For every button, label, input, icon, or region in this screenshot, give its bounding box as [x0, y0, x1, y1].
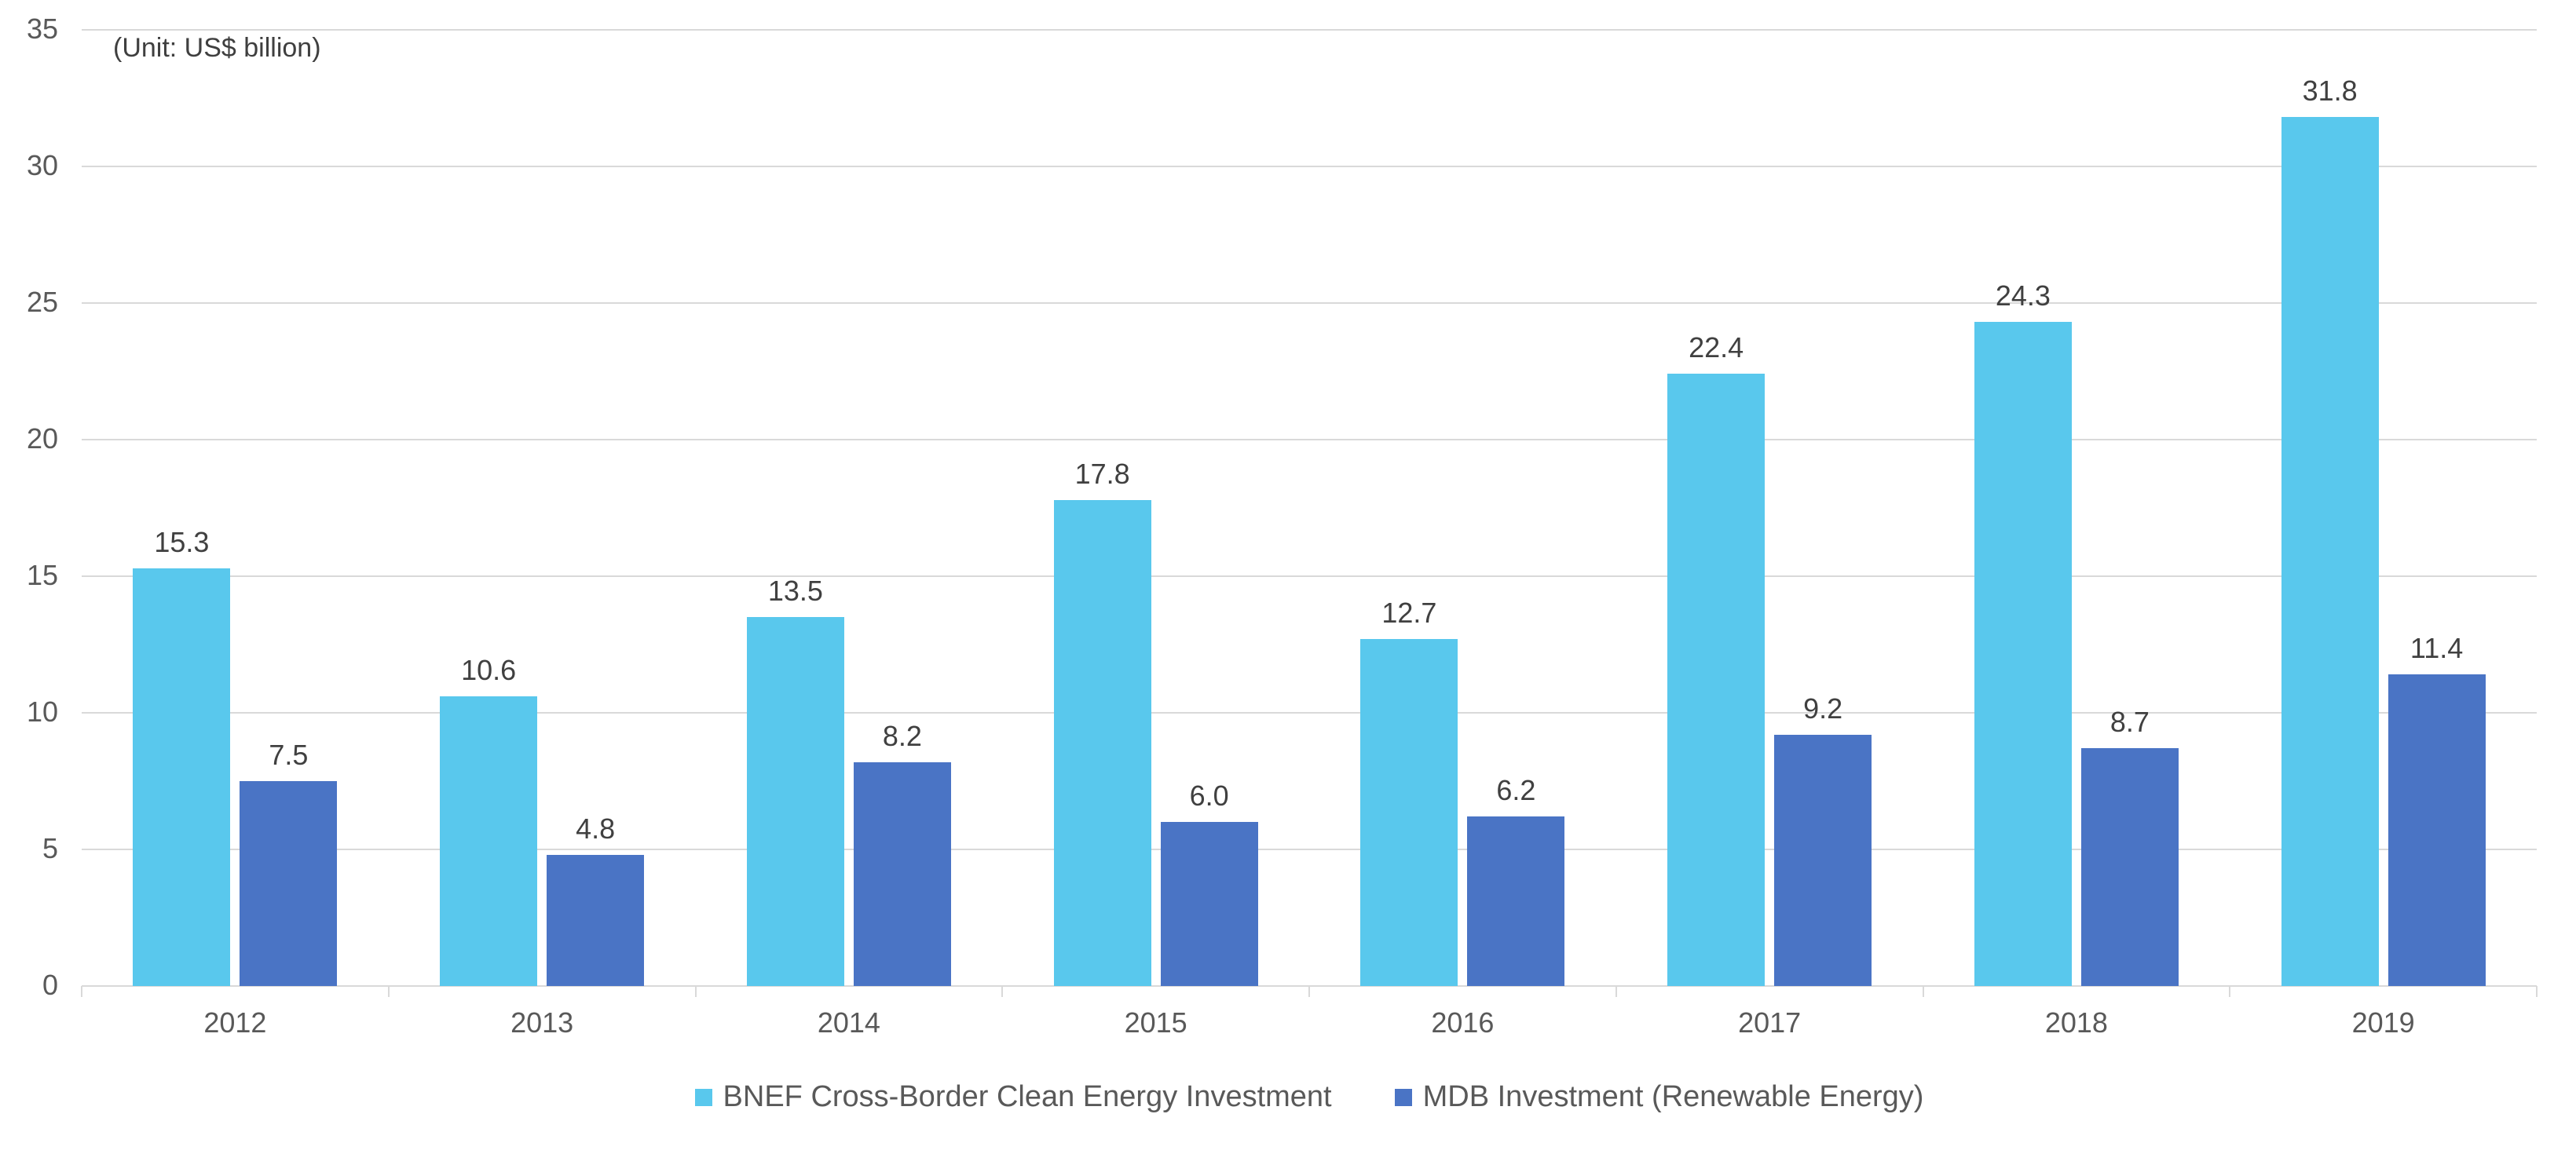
bar-group: 31.8 11.4 — [2230, 30, 2537, 986]
x-tick-mark — [1615, 986, 1617, 997]
y-axis-tick-label: 20 — [0, 422, 58, 455]
bar-series-0 — [1360, 639, 1458, 986]
x-tick-mark — [695, 986, 697, 997]
bar-value-label: 24.3 — [1974, 279, 2072, 312]
x-axis-category-label: 2019 — [2230, 1006, 2537, 1039]
x-axis-category-label: 2016 — [1309, 1006, 1616, 1039]
bar-value-label: 8.7 — [2081, 706, 2179, 739]
bar-series-0 — [1974, 322, 2072, 986]
bar-value-label: 7.5 — [240, 739, 337, 772]
bar-value-label: 4.8 — [547, 813, 644, 845]
bar-series-1 — [1467, 816, 1564, 986]
legend-item: MDB Investment (Renewable Energy) — [1395, 1080, 1924, 1114]
x-axis-category-label: 2018 — [1923, 1006, 2230, 1039]
y-axis-tick-label: 0 — [0, 969, 58, 1002]
legend-label: BNEF Cross-Border Clean Energy Investmen… — [723, 1080, 1332, 1114]
unit-label: (Unit: US$ billion) — [113, 33, 321, 64]
bar-group: 10.6 4.8 — [389, 30, 696, 986]
y-axis-tick-label: 30 — [0, 149, 58, 182]
bar-series-0 — [1667, 374, 1765, 986]
bar-series-1 — [2388, 674, 2486, 986]
bar-series-0 — [440, 696, 537, 986]
y-axis-tick-label: 5 — [0, 832, 58, 865]
bar-series-1 — [2081, 748, 2179, 986]
x-axis-category-label: 2014 — [696, 1006, 1003, 1039]
bar-group: 12.7 6.2 — [1309, 30, 1616, 986]
x-tick-mark — [2536, 986, 2538, 997]
bar-group: 24.3 8.7 — [1923, 30, 2230, 986]
x-tick-mark — [81, 986, 82, 997]
bar-group: 17.8 6.0 — [1002, 30, 1309, 986]
bar-series-1 — [240, 781, 337, 986]
bar-value-label: 6.0 — [1161, 780, 1258, 813]
legend-swatch — [1395, 1089, 1412, 1106]
x-axis-category-label: 2012 — [82, 1006, 389, 1039]
bar-value-label: 31.8 — [2281, 75, 2379, 108]
bar-value-label: 12.7 — [1360, 597, 1458, 630]
bar-series-1 — [547, 855, 644, 986]
bar-value-label: 15.3 — [133, 526, 230, 559]
bar-series-0 — [133, 568, 230, 986]
bar-value-label: 10.6 — [440, 654, 537, 687]
bar-series-0 — [747, 617, 844, 986]
bar-group: 15.3 7.5 — [82, 30, 389, 986]
x-tick-mark — [2229, 986, 2230, 997]
x-tick-mark — [1001, 986, 1003, 997]
bar-series-1 — [1161, 822, 1258, 986]
legend-item: BNEF Cross-Border Clean Energy Investmen… — [695, 1080, 1332, 1114]
x-tick-mark — [1308, 986, 1310, 997]
bar-value-label: 9.2 — [1774, 692, 1872, 725]
bar-series-0 — [2281, 117, 2379, 986]
bar-value-label: 11.4 — [2388, 632, 2486, 665]
y-axis-tick-label: 10 — [0, 696, 58, 729]
bar-group: 22.4 9.2 — [1616, 30, 1923, 986]
bar-series-1 — [1774, 735, 1872, 986]
x-axis-category-label: 2013 — [389, 1006, 696, 1039]
legend-swatch — [695, 1089, 712, 1106]
grouped-bar-chart: 0 5 10 15 20 25 30 35 15.3 7.5 10.6 4.8 13.5 8.2 17.8 6… — [0, 0, 2576, 1165]
x-tick-mark — [1923, 986, 1924, 997]
x-axis-category-label: 2015 — [1002, 1006, 1309, 1039]
bar-value-label: 17.8 — [1054, 458, 1151, 491]
legend: BNEF Cross-Border Clean Energy Investmen… — [82, 1080, 2537, 1114]
plot-area: 15.3 7.5 10.6 4.8 13.5 8.2 17.8 6.0 12.7 6.2 22.4 9… — [82, 30, 2537, 986]
y-axis-tick-label: 35 — [0, 13, 58, 46]
x-tick-mark — [388, 986, 390, 997]
x-axis-category-label: 2017 — [1616, 1006, 1923, 1039]
bar-value-label: 22.4 — [1667, 331, 1765, 364]
y-axis-tick-label: 25 — [0, 286, 58, 319]
bar-series-1 — [854, 762, 951, 986]
y-axis-tick-label: 15 — [0, 559, 58, 592]
legend-label: MDB Investment (Renewable Energy) — [1423, 1080, 1924, 1114]
bar-series-0 — [1054, 500, 1151, 986]
bar-value-label: 13.5 — [747, 575, 844, 608]
bar-value-label: 8.2 — [854, 720, 951, 753]
bar-group: 13.5 8.2 — [696, 30, 1003, 986]
bar-value-label: 6.2 — [1467, 774, 1564, 807]
